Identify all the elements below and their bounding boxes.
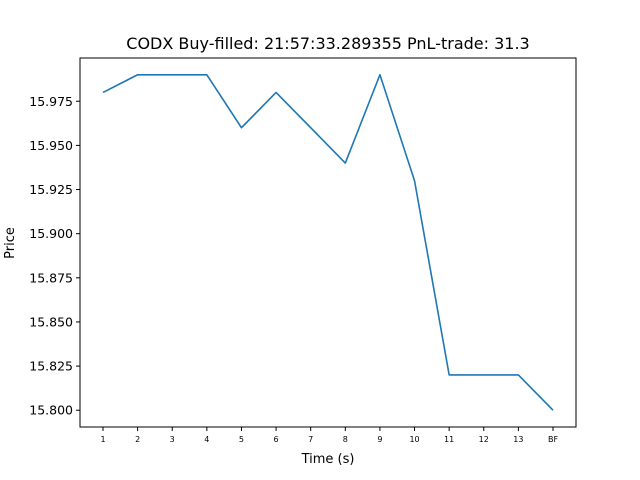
x-tick-label: 9 <box>377 435 382 444</box>
chart-title: CODX Buy-filled: 21:57:33.289355 PnL-tra… <box>126 34 529 53</box>
y-tick-label: 15.825 <box>29 359 73 374</box>
x-tick-label: BF <box>548 435 558 444</box>
x-tick-label: 7 <box>308 435 313 444</box>
y-tick-label: 15.925 <box>29 182 73 197</box>
data-point <box>309 127 311 129</box>
x-tick-label: 10 <box>409 435 419 444</box>
data-point <box>344 162 346 164</box>
y-tick-label: 15.900 <box>29 226 73 241</box>
data-point <box>102 91 104 93</box>
y-tick-label: 15.850 <box>29 314 73 329</box>
price-series-line <box>102 73 554 411</box>
y-axis-label: Price <box>3 227 18 259</box>
data-point <box>552 409 554 411</box>
x-tick-label: 11 <box>444 435 454 444</box>
plot-area <box>80 58 576 427</box>
data-point <box>171 74 173 76</box>
x-axis: 1 2 3 4 5 6 7 8 9 10 11 12 13 BF <box>100 427 558 444</box>
data-point <box>483 374 485 376</box>
x-tick-label: 4 <box>204 435 209 444</box>
data-point <box>206 74 208 76</box>
x-tick-label: 8 <box>343 435 348 444</box>
x-tick-label: 5 <box>239 435 244 444</box>
data-point <box>517 374 519 376</box>
data-point <box>240 127 242 129</box>
data-point <box>275 91 277 93</box>
y-tick-label: 15.875 <box>29 270 73 285</box>
x-tick-label: 12 <box>479 435 489 444</box>
data-point <box>379 74 381 76</box>
x-tick-label: 1 <box>100 435 105 444</box>
x-tick-label: 2 <box>135 435 140 444</box>
data-point <box>448 374 450 376</box>
x-tick-label: 3 <box>170 435 175 444</box>
data-point <box>136 74 138 76</box>
y-axis: 15.800 15.825 15.850 15.875 15.900 15.925 15.9… <box>29 94 80 418</box>
x-tick-label: 13 <box>513 435 523 444</box>
y-tick-label: 15.975 <box>29 94 73 109</box>
plot-frame <box>79 57 577 428</box>
data-point <box>413 180 415 182</box>
x-tick-label: 6 <box>274 435 279 444</box>
y-tick-label: 15.950 <box>29 138 73 153</box>
y-tick-label: 15.800 <box>29 403 73 418</box>
x-axis-label: Time (s) <box>301 452 355 467</box>
